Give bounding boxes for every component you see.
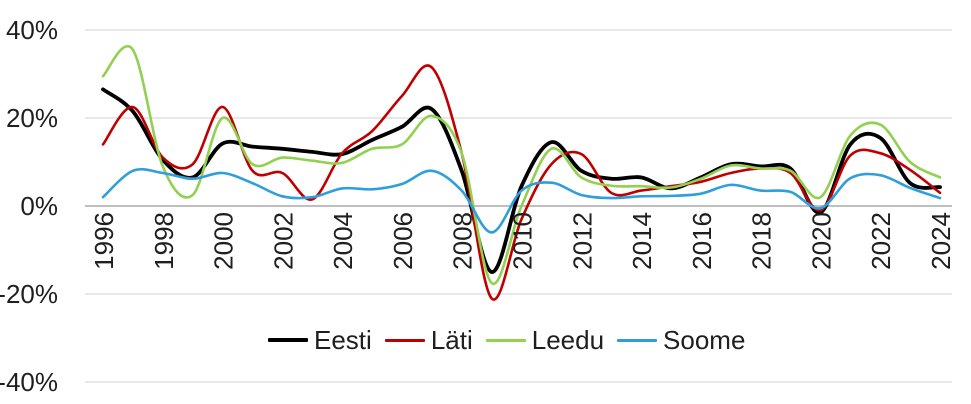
- y-tick-label: 0%: [20, 191, 58, 221]
- y-tick-label: 40%: [6, 15, 58, 45]
- legend-swatch-lti: [384, 338, 425, 342]
- x-tick-label: 2020: [806, 212, 836, 270]
- legend-item-leedu: Leedu: [485, 324, 605, 356]
- legend-label-eesti: Eesti: [314, 325, 372, 355]
- x-tick-label: 1998: [149, 212, 179, 270]
- series-line-soome: [101, 167, 942, 234]
- legend-label-lti: Läti: [430, 325, 473, 355]
- legend-swatch-leedu: [485, 338, 526, 342]
- x-tick-label: 2004: [328, 212, 358, 270]
- x-tick-label: 2024: [926, 212, 956, 270]
- x-tick-label: 2010: [508, 212, 538, 270]
- series-line-leedu: [101, 45, 942, 285]
- legend-item-lti: Läti: [384, 324, 473, 356]
- y-tick-label: -40%: [0, 367, 58, 397]
- legend-label-soome: Soome: [663, 325, 746, 355]
- x-tick-label: 2022: [866, 212, 896, 270]
- legend-item-soome: Soome: [617, 324, 745, 356]
- y-tick-label: -20%: [0, 279, 58, 309]
- x-tick-label: 2016: [687, 212, 717, 270]
- legend: Eesti Läti Leedu Soome: [268, 324, 745, 356]
- y-tick-label: 20%: [6, 103, 58, 133]
- legend-swatch-soome: [617, 338, 658, 342]
- legend-item-eesti: Eesti: [268, 324, 372, 356]
- x-tick-label: 2006: [388, 212, 418, 270]
- legend-swatch-eesti: [268, 338, 308, 342]
- x-tick-label: 2008: [448, 212, 478, 270]
- legend-label-leedu: Leedu: [531, 325, 605, 355]
- x-tick-label: 1996: [89, 212, 119, 270]
- x-tick-label: 2018: [747, 212, 777, 270]
- x-tick-label: 2002: [268, 212, 298, 270]
- x-tick-label: 2014: [627, 212, 657, 270]
- x-tick-label: 2012: [567, 212, 597, 270]
- x-tick-label: 2000: [209, 212, 239, 270]
